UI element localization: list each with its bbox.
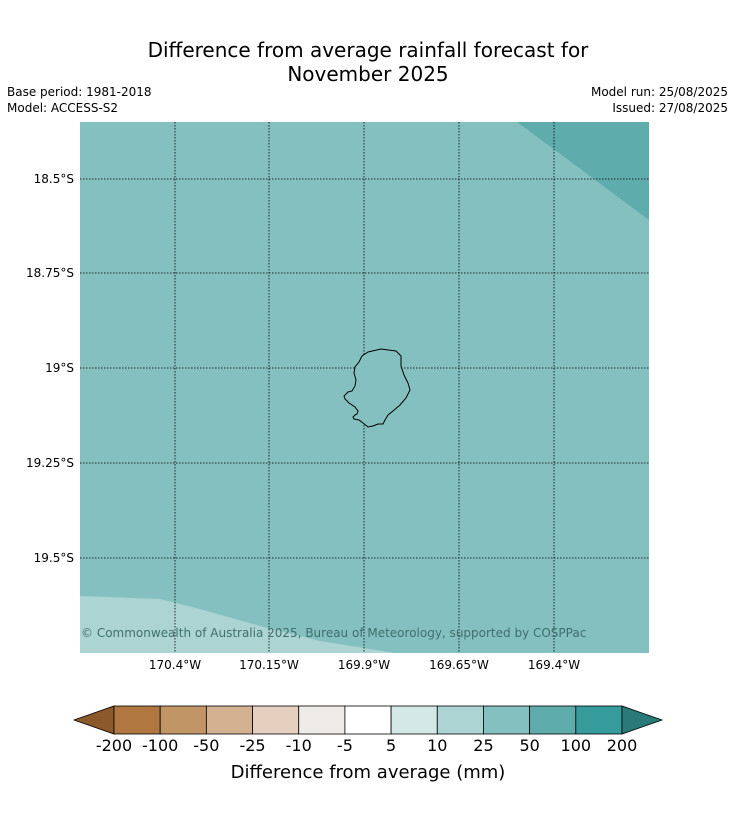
- colorbar-segment: [205, 705, 253, 735]
- lon-label: 170.15°W: [239, 658, 299, 672]
- colorbar-tick-label: -25: [239, 736, 265, 755]
- colorbar-title: Difference from average (mm): [231, 762, 506, 783]
- northeast-anomaly-region: [517, 122, 649, 220]
- lat-label: 19.5°S: [34, 551, 74, 565]
- meta-left: Base period: 1981-2018 Model: ACCESS-S2: [7, 84, 152, 116]
- lat-label: 18.75°S: [26, 266, 74, 280]
- colorbar-segment: [159, 705, 207, 735]
- colorbar-tick-label: 50: [519, 736, 539, 755]
- copyright-notice: © Commonwealth of Australia 2025, Bureau…: [81, 626, 586, 640]
- lon-label: 170.4°W: [149, 658, 201, 672]
- colorbar-tick-label: -50: [193, 736, 219, 755]
- title-line-1: Difference from average rainfall forecas…: [147, 38, 589, 62]
- colorbar-tick-label: -10: [286, 736, 312, 755]
- lat-label: 18.5°S: [34, 172, 74, 186]
- colorbar-labels: -200 -100 -50 -25 -10 -5 5 10 25 50 100 200: [96, 736, 637, 755]
- southwest-anomaly-region: [80, 596, 395, 653]
- lon-label: 169.9°W: [338, 658, 390, 672]
- colorbar-tick-label: 10: [427, 736, 447, 755]
- model-run: Model run: 25/08/2025: [590, 85, 728, 99]
- colorbar: [72, 705, 664, 735]
- lat-label: 19.25°S: [26, 456, 74, 470]
- island-outline: [343, 348, 411, 428]
- colorbar-segment: [529, 705, 577, 735]
- colorbar-extend-high: [621, 705, 664, 735]
- colorbar-tick-label: -5: [337, 736, 353, 755]
- base-period: Base period: 1981-2018: [7, 85, 152, 99]
- lat-labels: 18.5°S 18.75°S 19°S 19.25°S 19.5°S: [26, 172, 74, 565]
- lon-label: 169.4°W: [528, 658, 580, 672]
- title-line-2: November 2025: [287, 62, 449, 86]
- lon-labels: 170.4°W 170.15°W 169.9°W 169.65°W 169.4°…: [149, 658, 580, 672]
- colorbar-tick-label: 100: [561, 736, 592, 755]
- lat-label: 19°S: [45, 361, 74, 375]
- colorbar-segment: [575, 705, 623, 735]
- colorbar-segment: [113, 705, 161, 735]
- colorbar-segment: [483, 705, 531, 735]
- colorbar-segment: [252, 705, 300, 735]
- lon-label: 169.65°W: [429, 658, 489, 672]
- colorbar-segment: [344, 705, 392, 735]
- colorbar-tick-label: -100: [142, 736, 178, 755]
- chart-title: Difference from average rainfall forecas…: [0, 38, 736, 86]
- issued-date: Issued: 27/08/2025: [612, 101, 728, 115]
- colorbar-tick-label: 25: [473, 736, 493, 755]
- colorbar-segment: [390, 705, 438, 735]
- colorbar-extend-low: [72, 705, 115, 735]
- meta-right: Model run: 25/08/2025 Issued: 27/08/2025: [591, 84, 728, 116]
- model-name: Model: ACCESS-S2: [7, 101, 119, 115]
- colorbar-tick-label: 200: [607, 736, 638, 755]
- graticule: [80, 122, 649, 653]
- colorbar-tick-label: 5: [386, 736, 396, 755]
- colorbar-segment: [436, 705, 484, 735]
- colorbar-tick-label: -200: [96, 736, 132, 755]
- colorbar-segment: [298, 705, 346, 735]
